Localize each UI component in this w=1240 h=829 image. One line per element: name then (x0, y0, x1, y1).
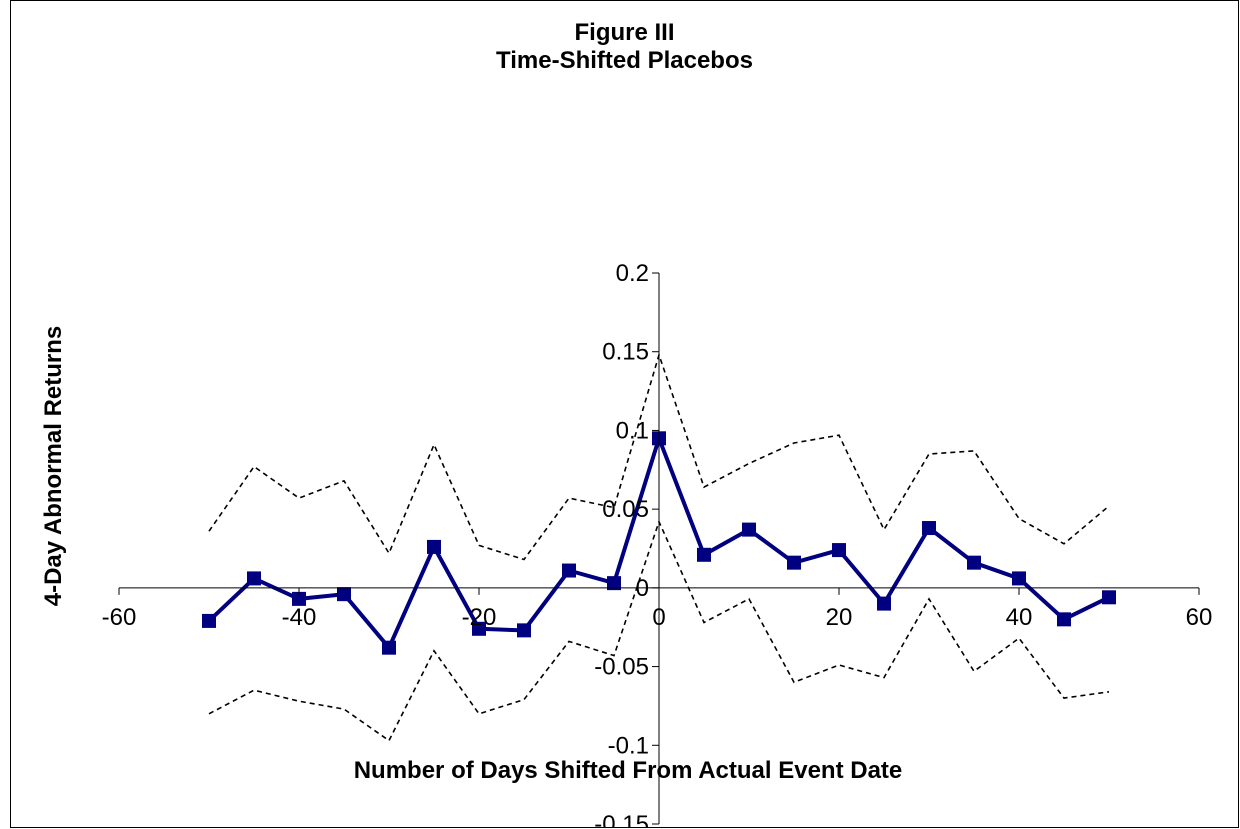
data-point-marker (292, 591, 306, 606)
data-point-marker (1057, 612, 1071, 627)
data-point-marker (427, 539, 441, 554)
y-tick-label: 0.05 (602, 496, 649, 523)
y-tick-label: 0.15 (602, 339, 649, 366)
data-point-marker (1012, 571, 1026, 586)
x-tick-label: -60 (102, 604, 137, 631)
y-tick-label: 0.1 (616, 417, 649, 444)
data-point-marker (922, 521, 936, 536)
data-point-marker (787, 555, 801, 570)
data-point-marker (202, 613, 216, 628)
data-point-marker (877, 596, 891, 611)
data-point-marker (742, 522, 756, 537)
x-tick-label: 40 (1006, 604, 1033, 631)
data-point-marker (697, 547, 711, 562)
x-tick-label: 20 (826, 604, 853, 631)
y-tick-label: 0.2 (616, 260, 649, 287)
data-point-marker (382, 640, 396, 655)
x-tick-label: 60 (1186, 604, 1213, 631)
y-tick-label: -0.05 (594, 654, 649, 681)
axes-layer: -60 -40 -20 0 20 40 600.20.150.10.050-0.05-0.1… (102, 260, 1213, 827)
data-point-marker (562, 563, 576, 578)
x-tick-label: -40 (282, 604, 317, 631)
data-point-marker (517, 623, 531, 638)
x-tick-label: -20 (462, 604, 497, 631)
data-point-marker (967, 555, 981, 570)
data-point-marker (607, 576, 621, 591)
data-point-marker (1102, 590, 1116, 605)
y-tick-label: -0.1 (608, 732, 649, 759)
data-point-marker (247, 571, 261, 586)
chart-title: Figure III (574, 19, 675, 46)
chart-frame: Figure III Time-Shifted Placebos -60 -40 -… (10, 0, 1239, 828)
x-axis-title: Number of Days Shifted From Actual Event… (354, 757, 903, 784)
data-point-marker (337, 587, 351, 602)
chart-subtitle: Time-Shifted Placebos (496, 47, 753, 74)
chart-plot: -60 -40 -20 0 20 40 600.20.150.10.050-0.05-0.1… (40, 260, 1213, 827)
y-tick-label: -0.15 (594, 811, 649, 827)
x-tick-label: 0 (652, 604, 665, 631)
y-axis-title: 4-Day Abnormal Returns (40, 326, 67, 607)
data-point-marker (832, 543, 846, 558)
data-point-marker (472, 621, 486, 636)
y-tick-label: 0 (636, 575, 649, 602)
